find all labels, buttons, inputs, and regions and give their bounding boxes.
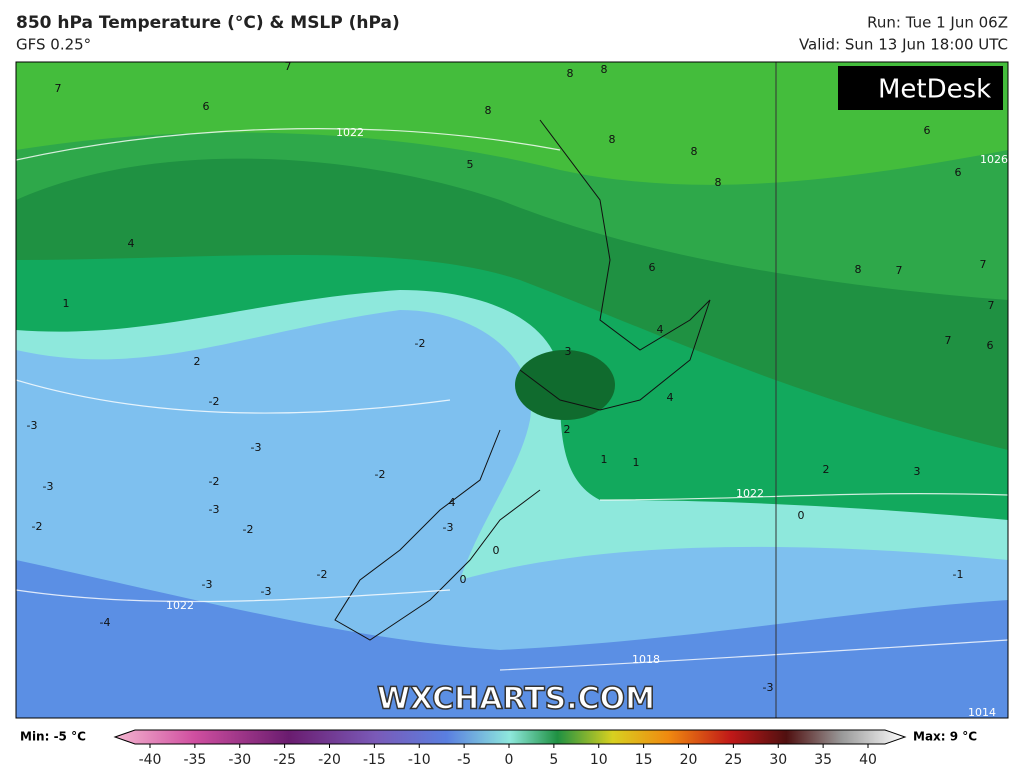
- colorbar-tick-label: -40: [139, 752, 162, 768]
- temperature-label: -2: [243, 523, 254, 536]
- isobar-label: 1026: [980, 153, 1008, 166]
- colorbar-tick-label: -5: [457, 752, 471, 768]
- colorbar-tick-label: -15: [363, 752, 386, 768]
- isobar-label: 1022: [336, 126, 364, 139]
- temperature-label: 3: [914, 465, 921, 478]
- temperature-label: 8: [601, 63, 608, 76]
- colorbar-tick-label: 5: [549, 752, 558, 768]
- temperature-label: -2: [375, 468, 386, 481]
- band: [16, 560, 1008, 718]
- temperature-label: 4: [657, 323, 664, 336]
- temperature-label: -2: [209, 395, 220, 408]
- temperature-label: 2: [823, 463, 830, 476]
- temperature-label: 7: [945, 334, 952, 347]
- temperature-label: 6: [987, 339, 994, 352]
- temperature-label: 1: [601, 453, 608, 466]
- run: Run: Tue 1 Jun 06Z: [867, 14, 1008, 32]
- colorbar-tick-label: -20: [318, 752, 341, 768]
- min-label: Min: -5 °C: [20, 730, 86, 744]
- colorbar-tick-label: 20: [680, 752, 698, 768]
- colorbar-tick-label: 15: [635, 752, 653, 768]
- map: MetDesk WXCHARTS.COM: [15, 61, 1009, 719]
- model: GFS 0.25°: [16, 36, 91, 54]
- temperature-label: 4: [128, 237, 135, 250]
- logo-box: [838, 66, 1003, 110]
- temperature-label: -3: [209, 503, 220, 516]
- temperature-label: 6: [955, 166, 962, 179]
- temperature-label: 8: [567, 67, 574, 80]
- temperature-label: 3: [565, 345, 572, 358]
- isobar-label: 1018: [632, 653, 660, 666]
- colorbar: [113, 729, 907, 745]
- map-frame: [15, 61, 1009, 719]
- temperature-label: 8: [691, 145, 698, 158]
- temperature-label: 1: [633, 456, 640, 469]
- max-label: Max: 9 °C: [913, 730, 977, 744]
- temperature-label: -3: [202, 578, 213, 591]
- temperature-label: -3: [43, 480, 54, 493]
- temperature-label: 0: [460, 573, 467, 586]
- temperature-label: 7: [285, 60, 292, 73]
- title: 850 hPa Temperature (°C) & MSLP (hPa): [16, 13, 400, 33]
- temperature-label: -1: [953, 568, 964, 581]
- temperature-label: -3: [443, 521, 454, 534]
- colorbar-tick-label: 40: [859, 752, 877, 768]
- colorbar-tick-label: 25: [724, 752, 742, 768]
- watermark: WXCHARTS.COM: [377, 682, 655, 717]
- temperature-label: 2: [194, 355, 201, 368]
- temperature-label: 8: [485, 104, 492, 117]
- logo: MetDesk: [878, 75, 991, 105]
- temperature-label: -2: [32, 520, 43, 533]
- isobar-label: 1022: [166, 599, 194, 612]
- colorbar-tick-label: -10: [408, 752, 431, 768]
- temperature-label: 8: [855, 263, 862, 276]
- colorbar-tick-label: -25: [273, 752, 296, 768]
- temperature-label: 6: [203, 100, 210, 113]
- temperature-label: -3: [261, 585, 272, 598]
- colorbar-tick-label: 0: [505, 752, 514, 768]
- temperature-label: 2: [564, 423, 571, 436]
- valid: Valid: Sun 13 Jun 18:00 UTC: [799, 36, 1008, 54]
- temperature-label: 7: [988, 299, 995, 312]
- temperature-label: 0: [493, 544, 500, 557]
- temperature-label: 7: [896, 264, 903, 277]
- temperature-label: 6: [924, 124, 931, 137]
- temperature-label: 7: [55, 82, 62, 95]
- temperature-label: -3: [27, 419, 38, 432]
- temperature-label: 5: [467, 158, 474, 171]
- temperature-label: 8: [715, 176, 722, 189]
- temperature-label: 6: [649, 261, 656, 274]
- temperature-label: -4: [100, 616, 111, 629]
- temperature-label: 4: [449, 496, 456, 509]
- temperature-label: -3: [251, 441, 262, 454]
- colorbar-tick-label: 10: [590, 752, 608, 768]
- colorbar-tick-label: 30: [769, 752, 787, 768]
- isobar-label: 1022: [736, 487, 764, 500]
- colorbar-tick-label: -30: [228, 752, 251, 768]
- temperature-label: -2: [317, 568, 328, 581]
- colorbar-tick-label: 35: [814, 752, 832, 768]
- temperature-label: -2: [209, 475, 220, 488]
- isobar-label: 1014: [968, 706, 996, 719]
- temperature-label: 7: [980, 258, 987, 271]
- temperature-label: 4: [667, 391, 674, 404]
- temperature-label: -3: [763, 681, 774, 694]
- coastline: [334, 119, 711, 641]
- temperature-label: 1: [63, 297, 70, 310]
- colorbar-tick-label: -35: [183, 752, 206, 768]
- temperature-label: 0: [798, 509, 805, 522]
- low-core: [515, 350, 615, 420]
- isobar: [16, 128, 1008, 671]
- temperature-label: -2: [415, 337, 426, 350]
- temperature-label: 8: [609, 133, 616, 146]
